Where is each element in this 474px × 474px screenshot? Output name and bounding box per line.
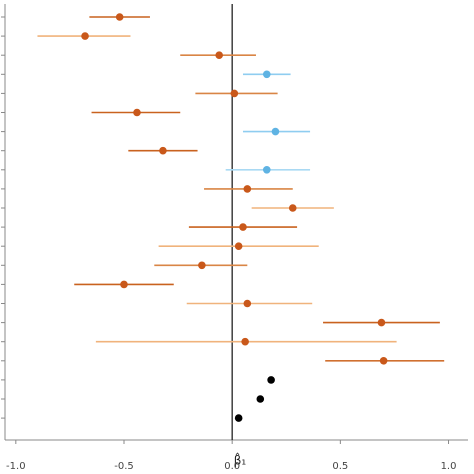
point [288, 204, 297, 212]
point [271, 127, 280, 136]
point [241, 337, 249, 346]
point [243, 299, 252, 308]
x-tick-label: 0.0 [224, 461, 240, 472]
point [215, 51, 223, 59]
point [133, 108, 141, 117]
point [198, 261, 206, 270]
point [239, 223, 247, 231]
point [234, 242, 243, 250]
point [262, 166, 271, 174]
x-tick-label: 0.5 [332, 461, 348, 472]
point [377, 318, 386, 327]
x-axis-label: β̂₁ [234, 451, 247, 467]
point [234, 414, 243, 422]
x-tick-label: -0.5 [114, 461, 134, 472]
point [256, 395, 265, 403]
point [115, 13, 124, 21]
point [379, 357, 388, 365]
point [262, 70, 271, 79]
point [243, 185, 252, 193]
x-tick-label: 1.0 [441, 461, 457, 472]
point [120, 280, 128, 289]
x-tick-label: -1.0 [6, 461, 26, 472]
point [81, 32, 89, 40]
point [159, 146, 167, 155]
point [230, 89, 239, 98]
point [267, 376, 275, 384]
